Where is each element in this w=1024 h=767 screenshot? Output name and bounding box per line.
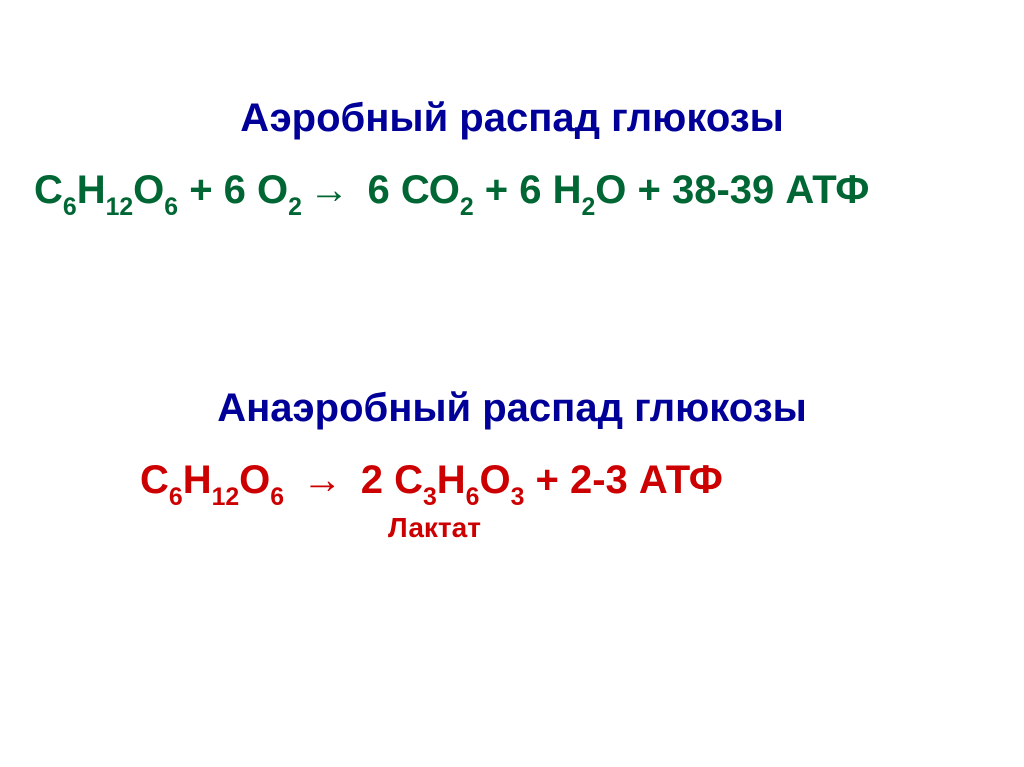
slide: Аэробный распад глюкозы С6Н12О6 + 6 О2→ … — [0, 0, 1024, 767]
aerobic-equation: С6Н12О6 + 6 О2→ 6 СО2 + 6 Н2О + 38-39 АТ… — [34, 168, 869, 219]
aerobic-title: Аэробный распад глюкозы — [0, 96, 1024, 141]
lactate-label: Лактат — [388, 512, 481, 544]
anaerobic-equation: С6Н12О6 → 2 С3Н6О3 + 2-3 АТФ — [140, 458, 723, 509]
anaerobic-title: Анаэробный распад глюкозы — [0, 386, 1024, 431]
